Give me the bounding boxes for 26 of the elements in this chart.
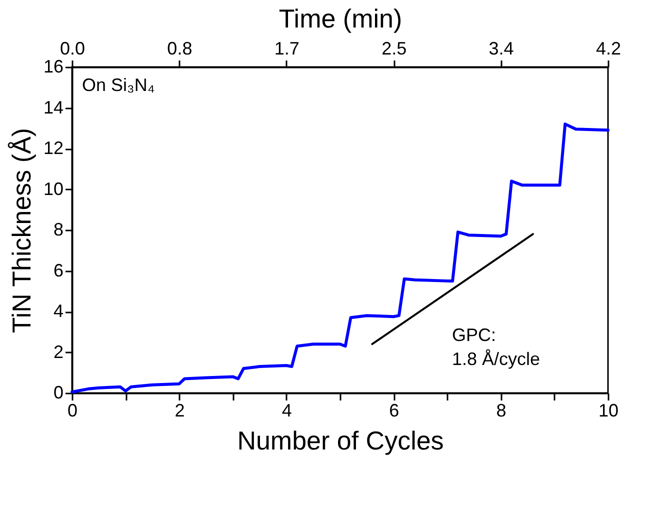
x-axis-title: Number of Cycles: [237, 426, 444, 456]
x2-tick-label: 2.5: [382, 38, 407, 58]
y-tick-label: 4: [53, 301, 64, 321]
x-tick-label: 6: [389, 400, 400, 420]
y-tick-label: 16: [43, 56, 64, 76]
x-tick-label: 4: [282, 400, 292, 420]
y-tick-label: 12: [43, 138, 64, 158]
x-tick-label: 0: [67, 400, 78, 420]
x2-tick-label: 0.8: [167, 38, 192, 58]
x2-tick-label: 0.0: [60, 38, 86, 58]
annotation: GPC: 1.8 Å/cycle: [452, 325, 540, 369]
x-tick-label: 10: [598, 400, 619, 420]
x2-tick-label: 3.4: [488, 38, 514, 58]
y-tick-label: 6: [53, 260, 64, 280]
y-tick-label: 8: [53, 220, 64, 240]
y-axis-title: TiN Thickness (Å): [6, 128, 36, 334]
x2-tick-label: 1.7: [274, 38, 300, 58]
x2-axis-title: Time (min): [278, 4, 402, 34]
y-tick-label: 10: [43, 178, 64, 199]
x-tick-label: 8: [496, 400, 506, 420]
y-tick-label: 14: [43, 97, 64, 118]
y-tick-label: 0: [53, 382, 64, 402]
y-tick-label: 2: [53, 342, 64, 362]
annotation: On Si₃N₄: [82, 75, 155, 95]
x-tick-label: 2: [174, 400, 185, 420]
x2-tick-label: 4.2: [596, 38, 622, 58]
